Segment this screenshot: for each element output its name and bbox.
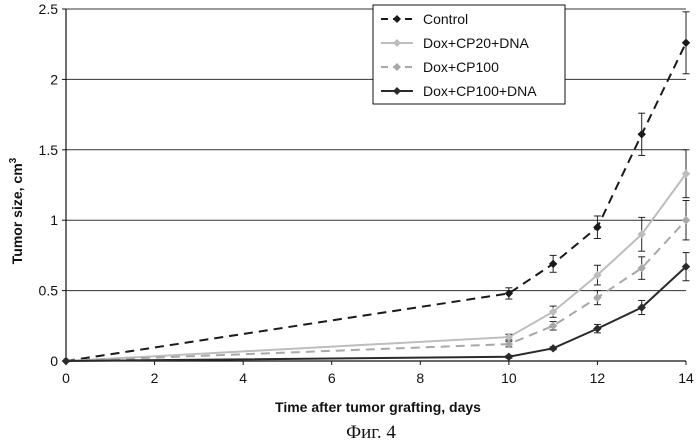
data-point [637, 263, 646, 273]
x-tick-label: 2 [151, 370, 159, 386]
data-point [548, 307, 558, 316]
data-point [681, 262, 691, 271]
legend-label: Dox+CP100 [423, 59, 499, 75]
x-axis-title: Time after tumor grafting, days [275, 399, 481, 415]
data-point [681, 215, 691, 225]
data-point [504, 352, 514, 362]
legend-label: Dox+CP100+DNA [423, 83, 537, 99]
legend-box [372, 4, 566, 105]
x-tick-label: 6 [328, 370, 336, 386]
data-point [637, 303, 646, 312]
legend-entry: Dox+CP100+DNA [381, 83, 537, 99]
y-tick-label: 1.5 [39, 142, 59, 158]
series-dox-cp100 [61, 199, 691, 366]
legend-swatch-marker [393, 39, 401, 47]
y-tick-label: 0.5 [39, 283, 59, 299]
legend-label: Dox+CP20+DNA [423, 35, 529, 51]
data-point [548, 259, 558, 269]
series-line [65, 173, 687, 362]
x-tick-label: 10 [501, 370, 517, 386]
x-tick-label: 12 [590, 370, 606, 386]
data-point [681, 38, 691, 48]
data-point [681, 169, 691, 178]
data-point [504, 289, 514, 298]
data-point [548, 321, 558, 331]
figure-caption: Фиг. 4 [346, 422, 396, 443]
data-point [593, 270, 602, 280]
data-point [593, 293, 602, 302]
y-tick-label: 1 [50, 212, 58, 228]
legend-swatch-marker [393, 87, 401, 95]
legend-entry: Dox+CP20+DNA [381, 35, 529, 51]
y-axis-title: Tumor size, cm3 [8, 157, 25, 264]
data-point [504, 339, 514, 349]
x-tick-label: 0 [62, 370, 70, 386]
y-axis-title-superscript: 3 [8, 157, 19, 163]
x-tick-label: 4 [239, 370, 247, 386]
y-tick-labels: 0 0.5 1 1.5 2 2.5 [39, 1, 66, 369]
y-tick-label: 0 [50, 353, 58, 369]
legend-swatch-marker [393, 15, 401, 23]
legend-entry: Control [381, 11, 468, 27]
legend: Control Dox+CP20+DNA Dox+CP100 Dox+CP100+DN… [372, 4, 566, 105]
x-tick-labels: 0 2 4 6 8 10 12 14 [62, 361, 694, 386]
y-axis-title-main: Tumor size, cm [9, 163, 25, 264]
legend-entry: Dox+CP100 [381, 59, 499, 75]
data-point [593, 324, 602, 333]
y-tick-label: 2.5 [39, 1, 59, 17]
data-point [593, 223, 602, 232]
series-line [65, 219, 687, 362]
y-tick-label: 2 [50, 71, 58, 87]
data-point [637, 230, 646, 239]
data-point [637, 130, 646, 139]
series-layer [61, 11, 691, 366]
legend-label: Control [423, 11, 468, 27]
data-point [548, 344, 558, 353]
x-tick-label: 14 [678, 370, 694, 386]
data-point [61, 356, 71, 366]
series-dox-cp100-dna [61, 252, 691, 366]
series-line [65, 265, 687, 362]
x-tick-label: 8 [416, 370, 424, 386]
series-line [65, 42, 687, 362]
legend-swatch-marker [393, 63, 401, 71]
